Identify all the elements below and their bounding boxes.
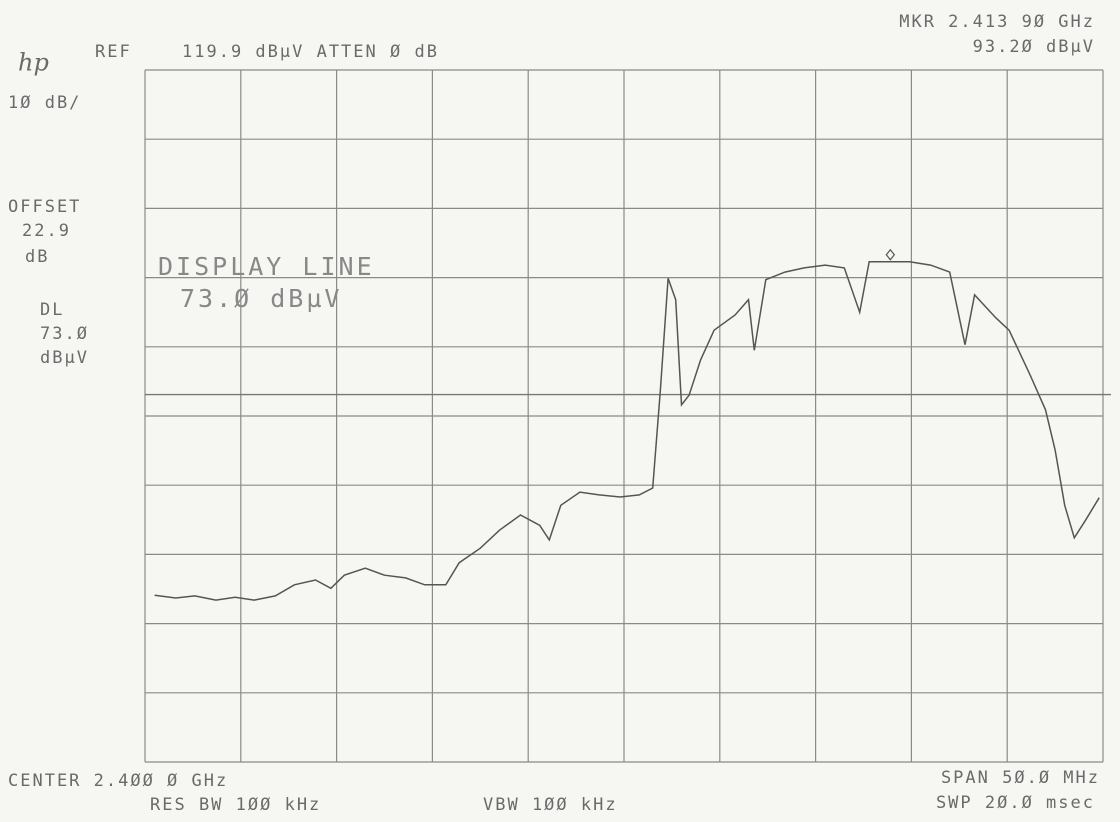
sweep: SWP 2Ø.Ø msec (936, 793, 1095, 813)
span: SPAN 5Ø.Ø MHz (941, 768, 1100, 788)
dl-label: DL (40, 300, 64, 320)
ref-label: REF (95, 42, 132, 62)
dl-unit: dBµV (40, 348, 89, 368)
marker-level: 93.2Ø dBµV (973, 37, 1095, 57)
marker-freq: MKR 2.413 9Ø GHz (899, 12, 1095, 32)
trace (154, 260, 1100, 601)
dl-value: 73.Ø (40, 324, 89, 344)
vbw: VBW 1ØØ kHz (483, 795, 618, 815)
res-bw: RES BW 1ØØ kHz (150, 795, 321, 815)
offset-label: OFFSET (8, 197, 81, 217)
logo: hp (18, 49, 49, 77)
offset-value: 22.9 (22, 221, 71, 241)
center-freq: CENTER 2.4ØØ Ø GHz (8, 771, 228, 791)
marker (885, 248, 896, 261)
display-line-title: DISPLAY LINE (158, 252, 375, 281)
scale: 1Ø dB/ (8, 93, 81, 113)
ref-text: 119.9 dBµV ATTEN Ø dB (182, 42, 439, 62)
display-line-value: 73.Ø dBµV (180, 284, 342, 313)
offset-unit: dB (25, 247, 49, 267)
